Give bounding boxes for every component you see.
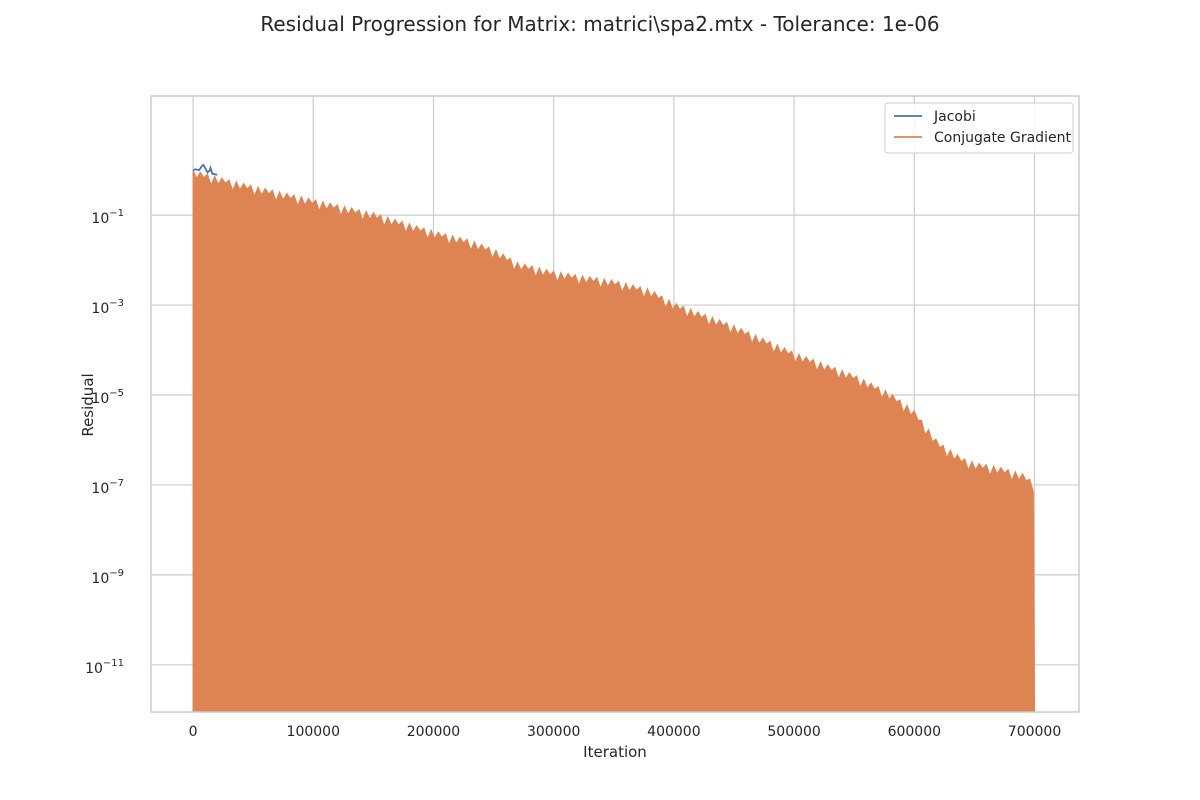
series-jacobi	[192, 163, 218, 176]
x-axis-label: Iteration	[583, 743, 647, 761]
y-tick-label: 10−3	[91, 298, 124, 317]
x-tick-labels: 0 100000 200000 300000 400000 500000 600000 700…	[189, 724, 1062, 740]
x-tick-label: 600000	[888, 724, 941, 740]
data-series	[192, 163, 1036, 713]
legend-label-conjugate-gradient: Conjugate Gradient	[934, 130, 1071, 146]
y-tick-label: 10−9	[91, 568, 124, 587]
series-conjugate-gradient	[192, 169, 1036, 713]
x-tick-label: 700000	[1008, 724, 1061, 740]
y-tick-label: 10−7	[91, 478, 124, 497]
x-tick-label: 200000	[407, 724, 460, 740]
chart-title: Residual Progression for Matrix: matrici…	[260, 12, 939, 36]
plot-frame	[150, 95, 1080, 713]
legend-frame	[884, 102, 1074, 154]
x-tick-label: 100000	[287, 724, 340, 740]
x-tick-label: 300000	[527, 724, 580, 740]
y-tick-label: 10−11	[85, 658, 124, 677]
x-tick-label: 400000	[647, 724, 700, 740]
x-tick-label: 0	[189, 724, 198, 740]
x-tick-label: 500000	[767, 724, 820, 740]
y-tick-label: 10−1	[91, 208, 124, 227]
legend-label-jacobi: Jacobi	[933, 109, 976, 125]
y-tick-labels: 10−1 10−3 10−5 10−7 10−9 10−11	[85, 208, 124, 677]
y-tick-label: 10−5	[91, 388, 124, 407]
legend: Jacobi Conjugate Gradient	[884, 102, 1074, 154]
y-axis-label: Residual	[79, 373, 97, 436]
